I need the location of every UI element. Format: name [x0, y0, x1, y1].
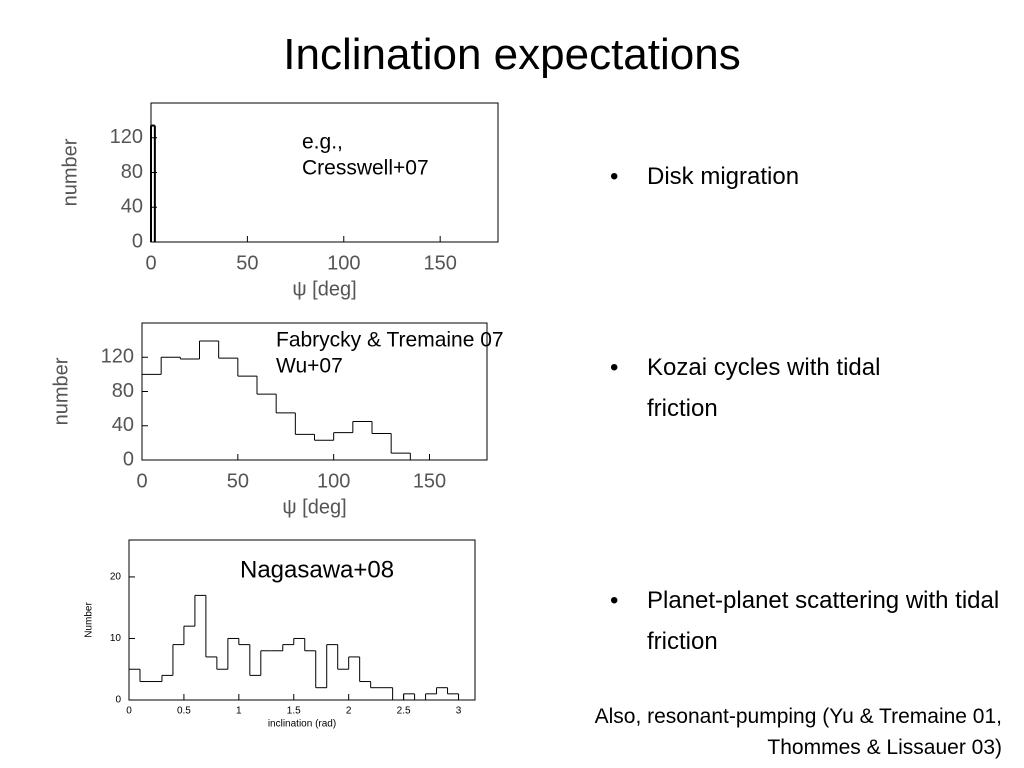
y-axis-label: Number: [84, 602, 95, 638]
x-tick-label: 0: [145, 252, 156, 274]
y-axis-label: number: [59, 138, 81, 206]
note: Thommes & Lissauer 03): [767, 736, 1002, 759]
y-axis-label: number: [50, 357, 72, 425]
bullet: Kozai cycles with tidal friction: [610, 347, 950, 429]
plot-frame: [128, 539, 476, 701]
y-tick-label: 10: [110, 633, 122, 644]
x-tick-label: 50: [236, 252, 258, 274]
x-tick-label: 100: [317, 470, 350, 492]
y-tick-label: 80: [112, 380, 134, 402]
x-tick-label: 3: [456, 706, 462, 717]
x-axis-label: ψ [deg]: [282, 496, 346, 518]
x-tick-label: 0: [126, 706, 132, 717]
slide-title: Inclination expectations: [283, 30, 741, 79]
bullet: Disk migration: [610, 156, 1010, 197]
x-tick-label: 2.5: [397, 706, 411, 717]
y-tick-label: 40: [112, 414, 134, 436]
x-tick-label: 1: [236, 706, 242, 717]
bullet: Planet-planet scattering with tidal fric…: [610, 580, 1010, 662]
note: Also, resonant-pumping (Yu & Tremaine 01…: [594, 705, 1002, 728]
x-tick-label: 100: [327, 252, 360, 274]
y-tick-label: 0: [132, 230, 143, 252]
x-tick-label: 150: [423, 252, 456, 274]
y-tick-label: 40: [121, 196, 143, 218]
annotation: Nagasawa+08: [240, 556, 394, 583]
y-tick-label: 120: [101, 346, 134, 368]
x-tick-label: 1.5: [287, 706, 301, 717]
x-tick-label: 50: [227, 470, 249, 492]
x-axis-label: ψ [deg]: [292, 278, 356, 300]
annotation: Fabrycky & Tremaine 07: [276, 329, 504, 352]
x-tick-label: 150: [413, 470, 446, 492]
y-tick-label: 0: [123, 448, 134, 470]
y-tick-label: 80: [121, 161, 143, 183]
x-tick-label: 2: [346, 706, 352, 717]
annotation: e.g.,: [302, 131, 343, 154]
y-tick-label: 0: [115, 695, 121, 706]
x-tick-label: 0: [136, 470, 147, 492]
y-tick-label: 120: [110, 126, 143, 148]
y-tick-label: 20: [110, 572, 122, 583]
x-axis-label: inclination (rad): [268, 719, 336, 730]
annotation: Cresswell+07: [302, 157, 429, 180]
annotation: Wu+07: [276, 355, 343, 378]
x-tick-label: 0.5: [177, 706, 191, 717]
